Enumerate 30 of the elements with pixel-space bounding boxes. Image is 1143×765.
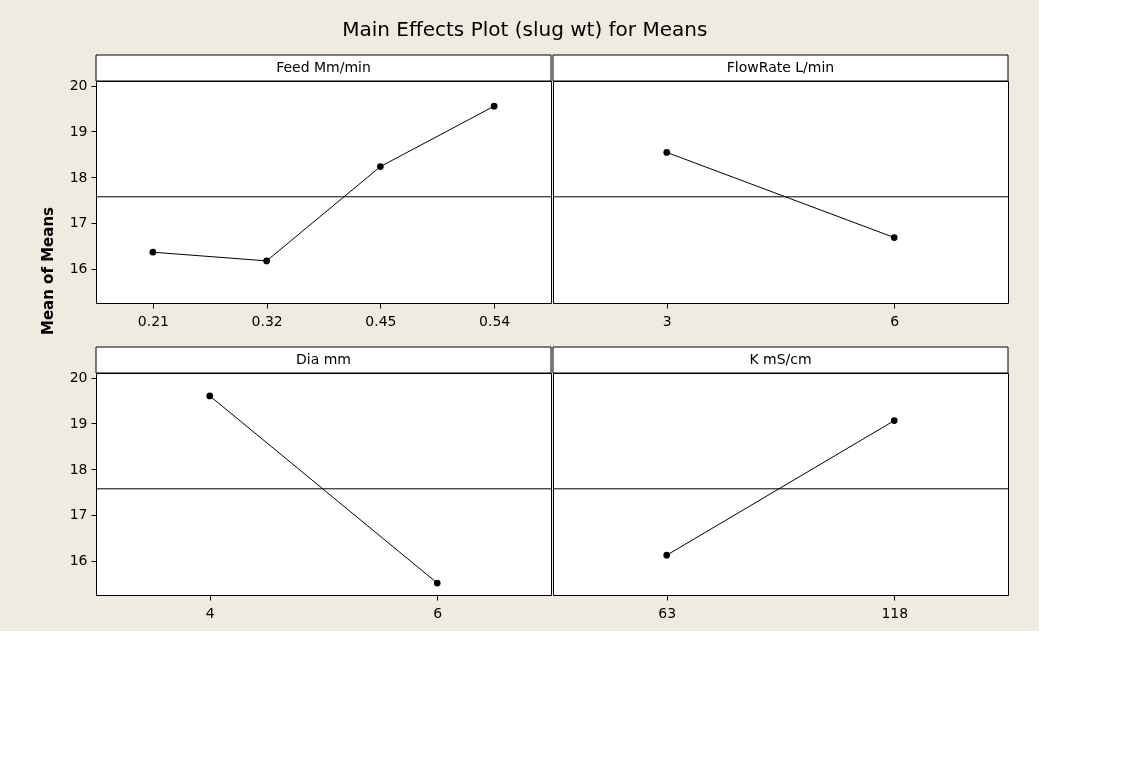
x-axis-title: K mS/cm (749, 351, 812, 367)
chart-title: Main Effects Plot (slug wt) for Means (342, 17, 708, 41)
y-tick-label: 19 (69, 122, 88, 139)
x-tick-label: 0.45 (365, 312, 397, 329)
point (263, 257, 270, 265)
x-tick-label: 3 (662, 312, 672, 329)
x-tick-label: 0.32 (251, 312, 283, 329)
y-tick-label: 18 (69, 460, 88, 477)
y-axis-title: Mean of Means (39, 206, 57, 336)
y-tick-label: 16 (69, 552, 88, 569)
y-tick-label: 18 (69, 168, 88, 185)
x-axis-title: FlowRate L/min (726, 59, 835, 75)
point (149, 248, 157, 256)
point (377, 163, 384, 170)
x-tick-label: 118 (881, 604, 909, 621)
y-tick-label: 19 (69, 414, 88, 431)
y-tick-label: 17 (69, 506, 88, 523)
x-tick-label: 63 (658, 604, 677, 621)
x-tick-label: 6 (433, 604, 443, 621)
x-tick-label: 0.21 (137, 312, 169, 329)
point (490, 102, 498, 110)
y-tick-label: 20 (69, 369, 88, 386)
y-tick-label: 20 (69, 77, 88, 94)
x-axis-title: Feed Mm/min (276, 59, 371, 75)
x-tick-label: 6 (890, 312, 900, 329)
x-axis-title: Dia mm (296, 351, 351, 367)
y-tick-label: 17 (69, 214, 88, 231)
y-tick-label: 16 (69, 260, 88, 277)
x-tick-label: 0.54 (479, 312, 511, 329)
x-tick-label: 4 (205, 604, 215, 621)
